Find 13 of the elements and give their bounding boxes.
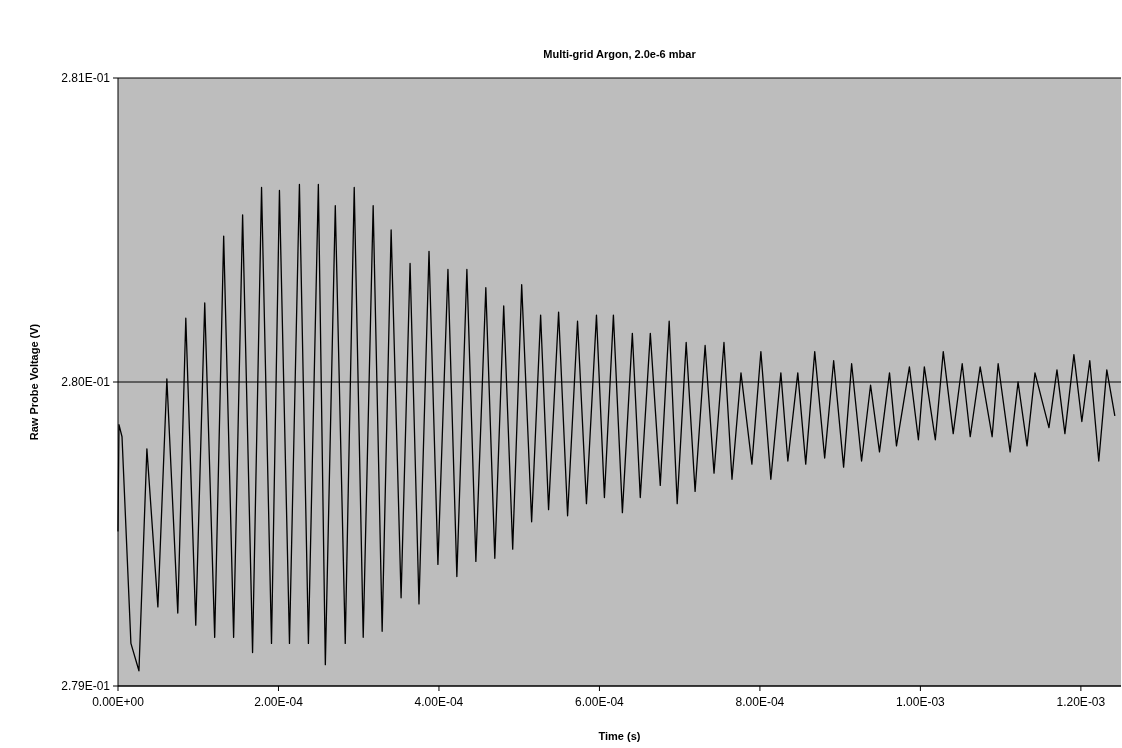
x-tick-label: 2.00E-04 — [254, 695, 304, 709]
x-tick-label: 1.00E-03 — [896, 695, 946, 709]
y-tick-label: 2.80E-01 — [61, 375, 111, 390]
x-tick-label: 4.00E-04 — [414, 695, 464, 709]
x-tick-label: 6.00E-04 — [575, 695, 625, 709]
x-tick-label: 1.20E-03 — [1056, 695, 1106, 709]
x-tick-label: 8.00E-04 — [735, 695, 785, 709]
chart-title: Multi-grid Argon, 2.0e-6 mbar — [543, 48, 697, 60]
x-axis-title: Time (s) — [598, 730, 641, 742]
y-tick-label: 2.81E-01 — [61, 71, 111, 86]
y-tick-label: 2.79E-01 — [61, 679, 111, 694]
y-axis-title: Raw Probe Voltage (V) — [28, 323, 40, 441]
x-tick-label: 0.00E+00 — [92, 695, 145, 709]
